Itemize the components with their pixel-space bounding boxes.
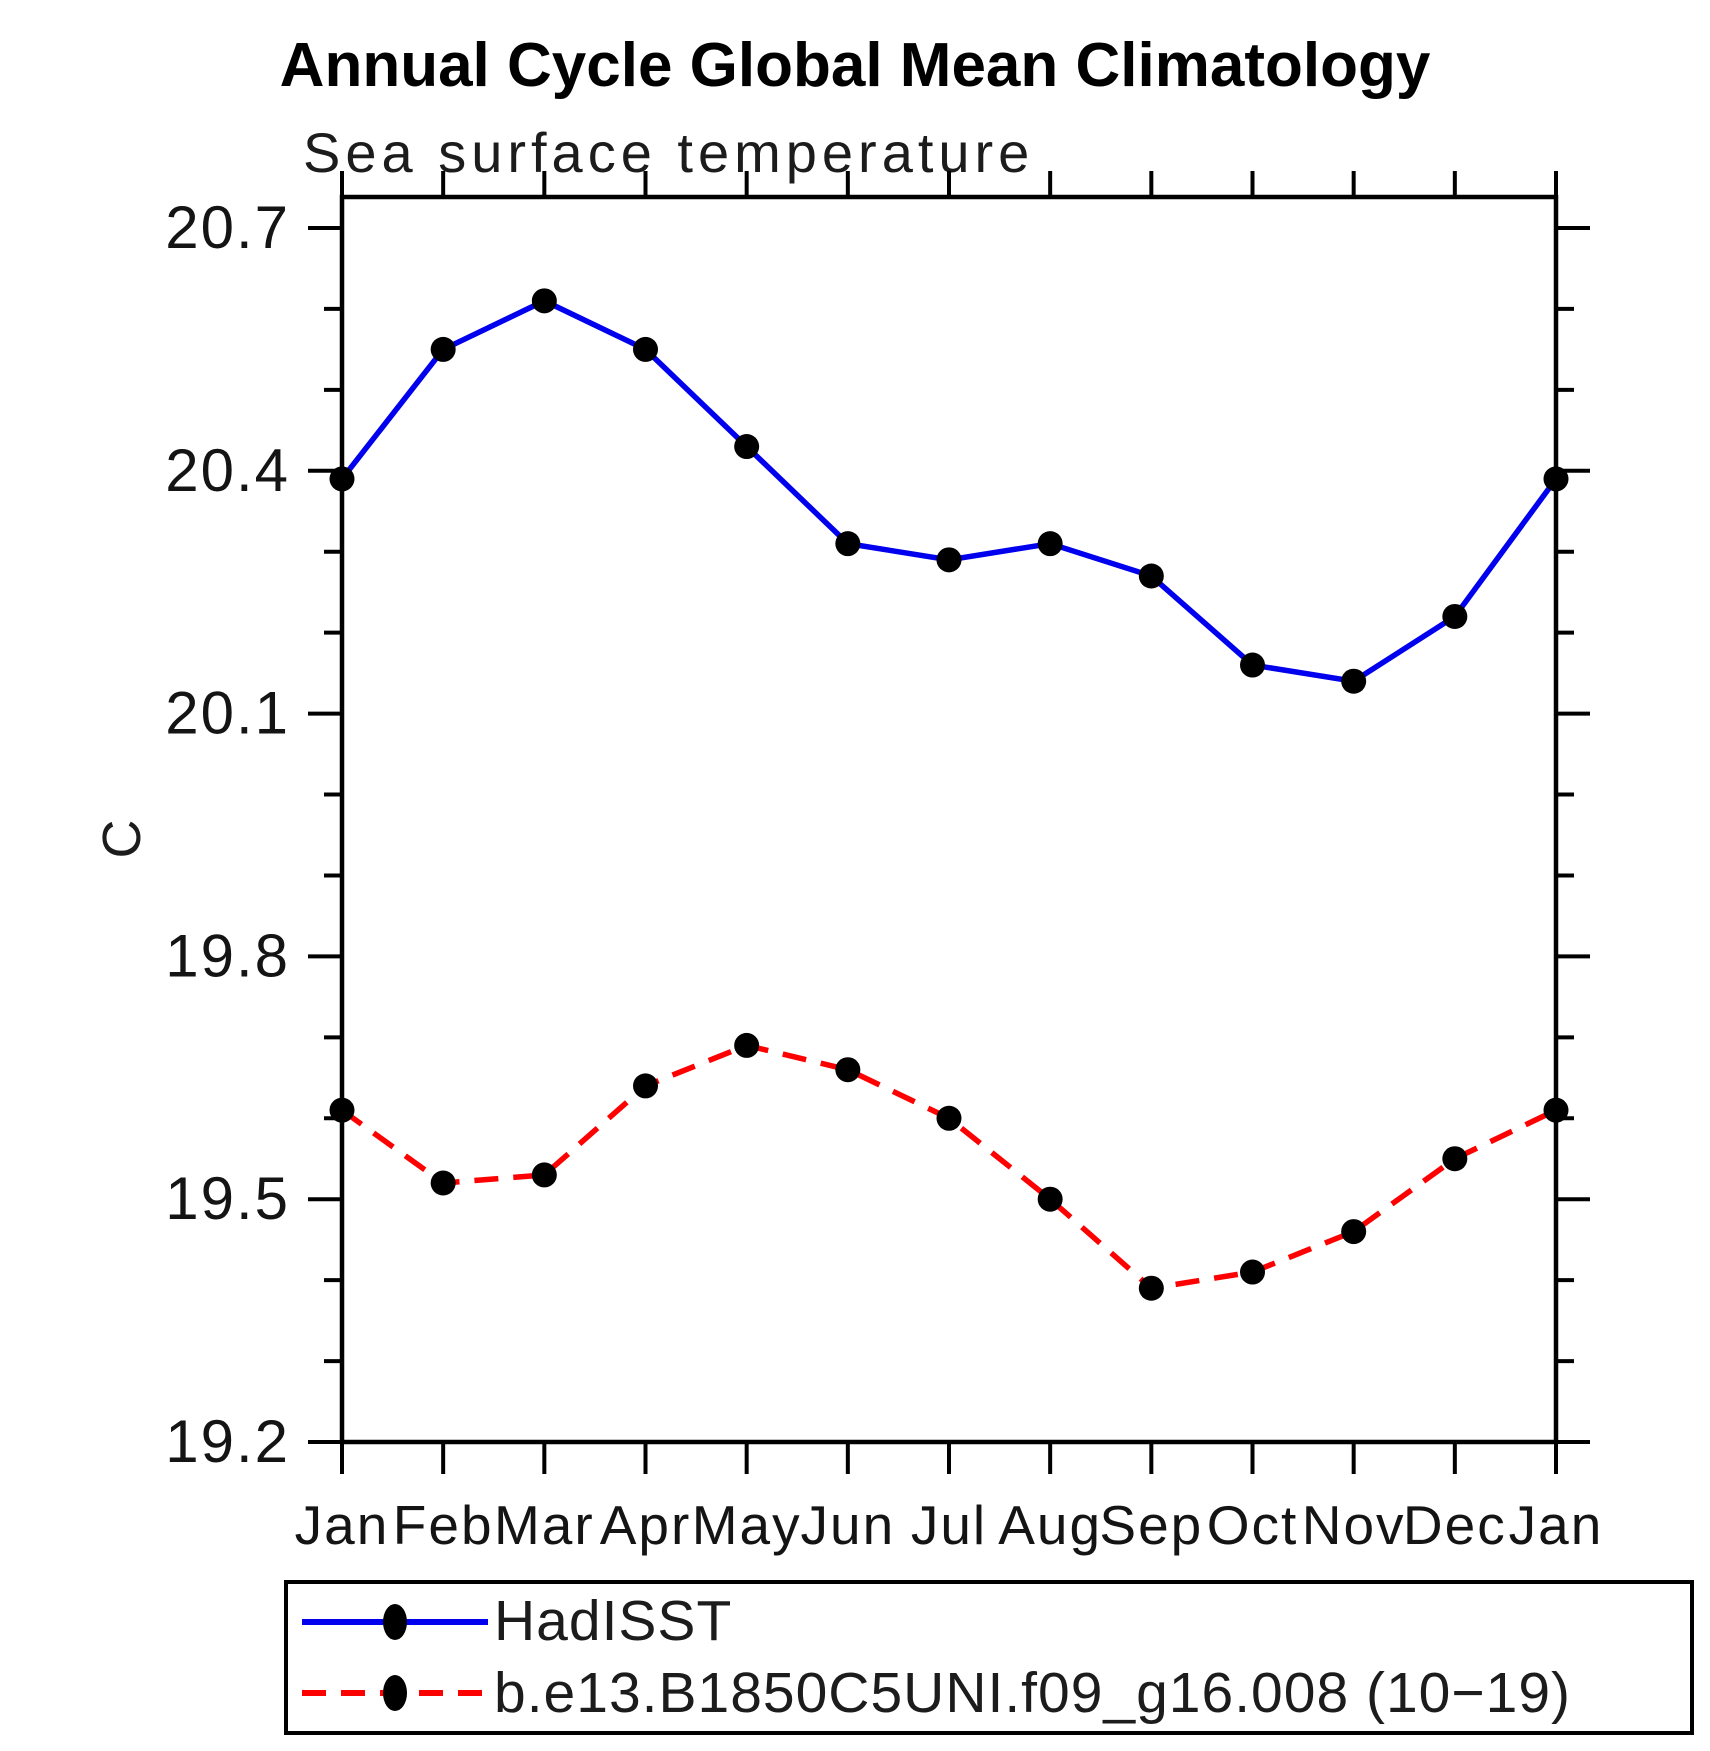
svg-text:May: May xyxy=(692,1494,802,1556)
svg-text:Apr: Apr xyxy=(600,1494,692,1556)
svg-text:20.7: 20.7 xyxy=(165,194,290,261)
svg-text:20.1: 20.1 xyxy=(165,680,290,747)
legend-line-sample-dashed xyxy=(302,1675,488,1712)
svg-text:Jul: Jul xyxy=(911,1494,987,1556)
legend-label: HadISST xyxy=(494,1589,733,1654)
svg-text:Dec: Dec xyxy=(1403,1494,1507,1556)
svg-text:Jan: Jan xyxy=(1509,1494,1604,1556)
legend-line-sample-solid xyxy=(302,1603,488,1640)
svg-text:Sep: Sep xyxy=(1099,1494,1203,1556)
legend-item-model: b.e13.B1850C5UNI.f09_g16.008 (10−19) xyxy=(300,1658,1690,1730)
svg-text:20.4: 20.4 xyxy=(165,437,290,504)
legend-box: HadISST b.e13.B1850C5UNI.f09_g16.008 (10… xyxy=(284,1580,1694,1735)
chart-subtitle: Sea surface temperature xyxy=(303,121,1035,184)
legend-label: b.e13.B1850C5UNI.f09_g16.008 (10−19) xyxy=(494,1660,1572,1725)
legend-item-hadisst: HadISST xyxy=(300,1586,1690,1658)
svg-text:19.2: 19.2 xyxy=(165,1408,290,1475)
svg-text:Mar: Mar xyxy=(494,1494,595,1556)
svg-text:Jan: Jan xyxy=(295,1494,390,1556)
svg-text:Oct: Oct xyxy=(1207,1494,1299,1556)
svg-text:Feb: Feb xyxy=(393,1494,494,1556)
chart-title: Annual Cycle Global Mean Climatology xyxy=(279,31,1431,100)
svg-text:Jun: Jun xyxy=(800,1494,895,1556)
svg-text:Nov: Nov xyxy=(1302,1494,1406,1556)
svg-text:Aug: Aug xyxy=(998,1494,1102,1556)
svg-text:19.5: 19.5 xyxy=(165,1165,290,1232)
svg-text:19.8: 19.8 xyxy=(165,922,290,989)
